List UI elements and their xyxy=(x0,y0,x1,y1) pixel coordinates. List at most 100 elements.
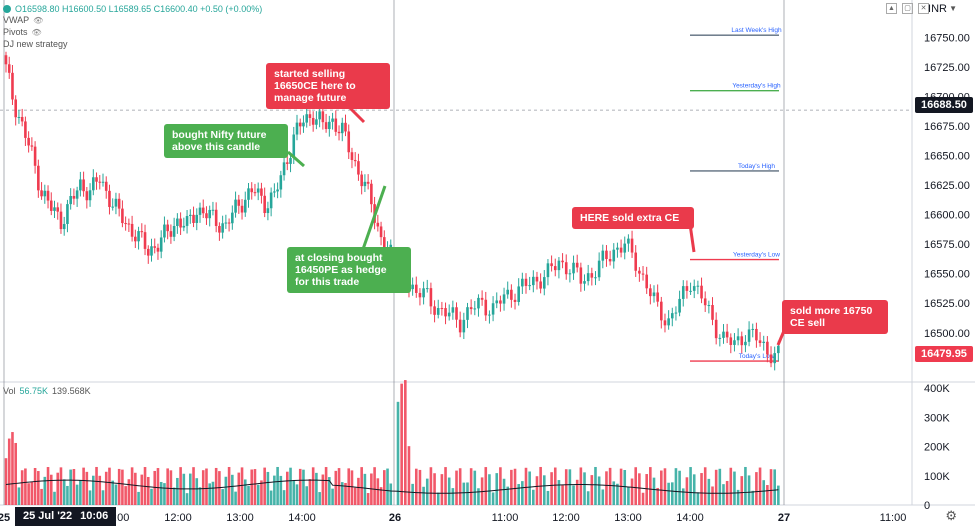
candle-body xyxy=(429,288,433,307)
currency-selector[interactable]: INR xyxy=(928,3,947,15)
volume-ma-value: 139.568K xyxy=(52,386,91,396)
volume-bar xyxy=(550,472,553,505)
volume-bar xyxy=(542,475,546,505)
candle-body xyxy=(260,188,263,196)
candle-body xyxy=(440,308,444,310)
volume-bar xyxy=(499,467,502,505)
eye-icon[interactable]: 👁 xyxy=(33,15,44,25)
y-tick-label: 16650.00 xyxy=(924,151,970,163)
volume-bar xyxy=(30,481,34,505)
volume-bar xyxy=(777,485,780,505)
volume-bar xyxy=(334,470,338,505)
strategy-legend[interactable]: DJ new strategy xyxy=(3,39,68,49)
candle-body xyxy=(121,208,124,224)
volume-bar xyxy=(373,467,376,505)
volume-bar xyxy=(564,469,568,505)
candle-body xyxy=(46,190,50,201)
candle-body xyxy=(678,298,681,313)
close-icon[interactable]: ✕ xyxy=(918,3,929,14)
candle-body xyxy=(192,214,195,223)
candle-body xyxy=(674,312,678,314)
candle-body xyxy=(436,308,440,315)
volume-bar xyxy=(53,491,56,505)
candle-body xyxy=(324,122,328,130)
volume-bar xyxy=(295,484,299,505)
chevron-down-icon[interactable]: ▼ xyxy=(949,4,957,13)
volume-bar xyxy=(616,483,619,505)
volume-bar xyxy=(689,467,692,505)
x-tick-label: 14:00 xyxy=(288,512,316,524)
volume-bar xyxy=(597,476,601,505)
candle-body xyxy=(263,195,266,214)
volume-bar xyxy=(590,475,594,505)
volume-bar xyxy=(386,468,389,505)
candle-body xyxy=(37,165,40,191)
volume-bar xyxy=(111,480,114,505)
volume-bar xyxy=(56,472,60,505)
candle-body xyxy=(575,262,579,268)
callout-started-selling: started selling 16650CE here to manage f… xyxy=(266,63,390,109)
volume-bar xyxy=(337,468,341,505)
candle-body xyxy=(276,189,279,192)
volume-legend[interactable]: Vol 56.75K 139.568K xyxy=(3,386,91,396)
volume-tick-label: 100K xyxy=(924,471,950,483)
volume-bar xyxy=(59,467,63,505)
gear-icon[interactable]: ⚙ xyxy=(945,508,957,523)
candle-body xyxy=(630,238,634,253)
volume-bar xyxy=(92,475,95,505)
candle-body xyxy=(557,260,561,271)
volume-bar xyxy=(108,467,111,505)
candle-body xyxy=(638,270,641,274)
candle-body xyxy=(451,307,455,313)
volume-bar xyxy=(491,492,495,505)
volume-bar xyxy=(231,474,234,505)
candle-body xyxy=(670,313,674,319)
candle-body xyxy=(583,281,586,284)
volume-bar xyxy=(166,468,169,505)
candle-body xyxy=(513,299,517,302)
pane-controls: ▲ ▢ ✕ xyxy=(886,3,929,14)
volume-bar xyxy=(414,468,418,505)
volume-bar xyxy=(477,488,480,505)
maximize-icon[interactable]: ▢ xyxy=(902,3,913,14)
candle-body xyxy=(616,247,619,250)
callout-sold-extra-ce: HERE sold extra CE xyxy=(572,207,694,229)
vwap-legend[interactable]: VWAP 👁 xyxy=(3,15,43,25)
volume-bar xyxy=(43,476,47,505)
chevron-up-icon[interactable]: ▲ xyxy=(886,3,897,14)
candle-body xyxy=(696,285,700,287)
candle-body xyxy=(722,331,725,338)
volume-bar xyxy=(179,467,182,505)
candle-body xyxy=(777,345,780,354)
candle-body xyxy=(198,207,202,215)
volume-bar xyxy=(353,487,357,505)
volume-bar xyxy=(758,467,762,505)
volume-bar xyxy=(130,467,134,505)
volume-bar xyxy=(762,480,766,505)
candle-body xyxy=(499,300,502,304)
candle-body xyxy=(488,314,491,316)
ohlc-legend: O16598.80 H16600.50 L16589.65 C16600.40 … xyxy=(3,4,262,14)
volume-bar xyxy=(773,469,776,505)
volume-bar xyxy=(451,488,455,505)
candle-body xyxy=(681,286,685,299)
candle-body xyxy=(150,246,153,256)
volume-bar xyxy=(638,473,641,505)
candle-body xyxy=(295,122,299,135)
candle-body xyxy=(205,213,208,219)
volume-bar xyxy=(201,470,205,505)
candle-body xyxy=(340,122,344,134)
candle-body xyxy=(634,252,638,271)
pivots-legend[interactable]: Pivots 👁 xyxy=(3,27,42,37)
candle-body xyxy=(422,288,425,298)
callout-pointer xyxy=(287,150,305,168)
candle-body xyxy=(182,225,186,228)
candle-body xyxy=(221,223,224,233)
candle-body xyxy=(667,318,670,326)
candle-body xyxy=(376,222,380,227)
callout-pointer xyxy=(359,185,387,256)
eye-icon[interactable]: 👁 xyxy=(31,27,42,37)
candle-body xyxy=(347,131,351,153)
candle-body xyxy=(379,226,383,238)
